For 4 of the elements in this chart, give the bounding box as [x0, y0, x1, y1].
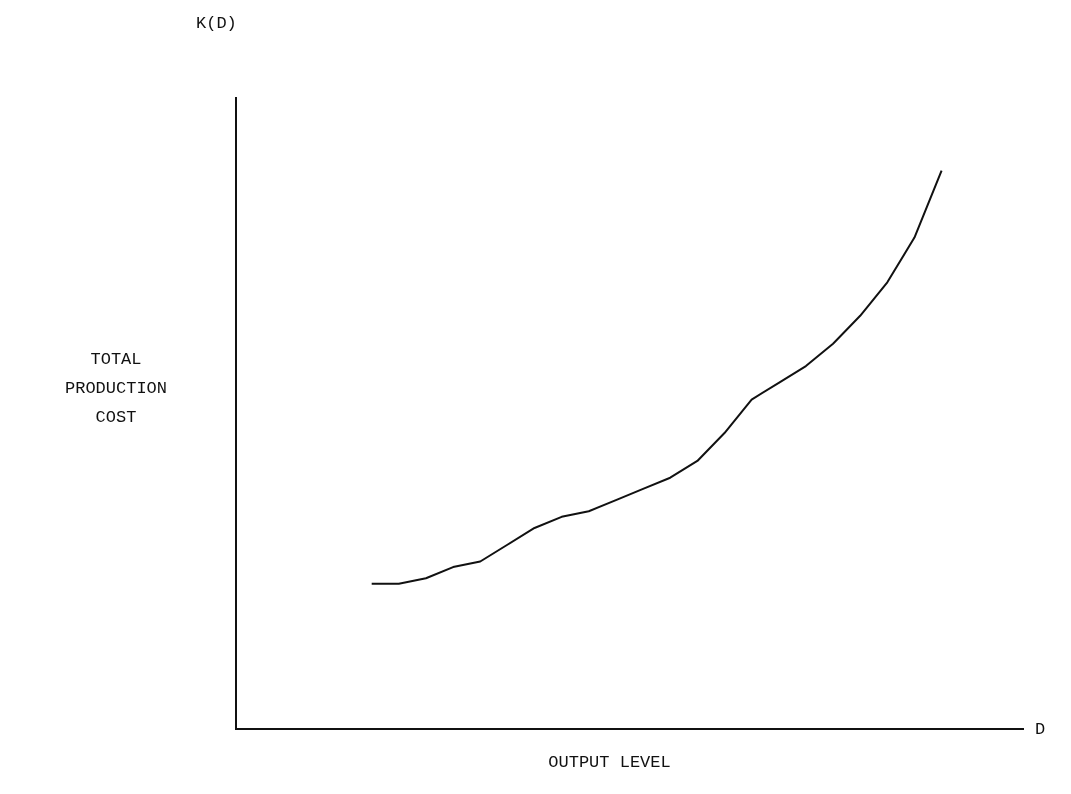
text: K(D) [196, 13, 237, 33]
y-axis-title: TOTAL PRODUCTION COST [64, 350, 168, 427]
text: D [1035, 719, 1046, 739]
x-axis-title: OUTPUT LEVEL [548, 752, 671, 772]
